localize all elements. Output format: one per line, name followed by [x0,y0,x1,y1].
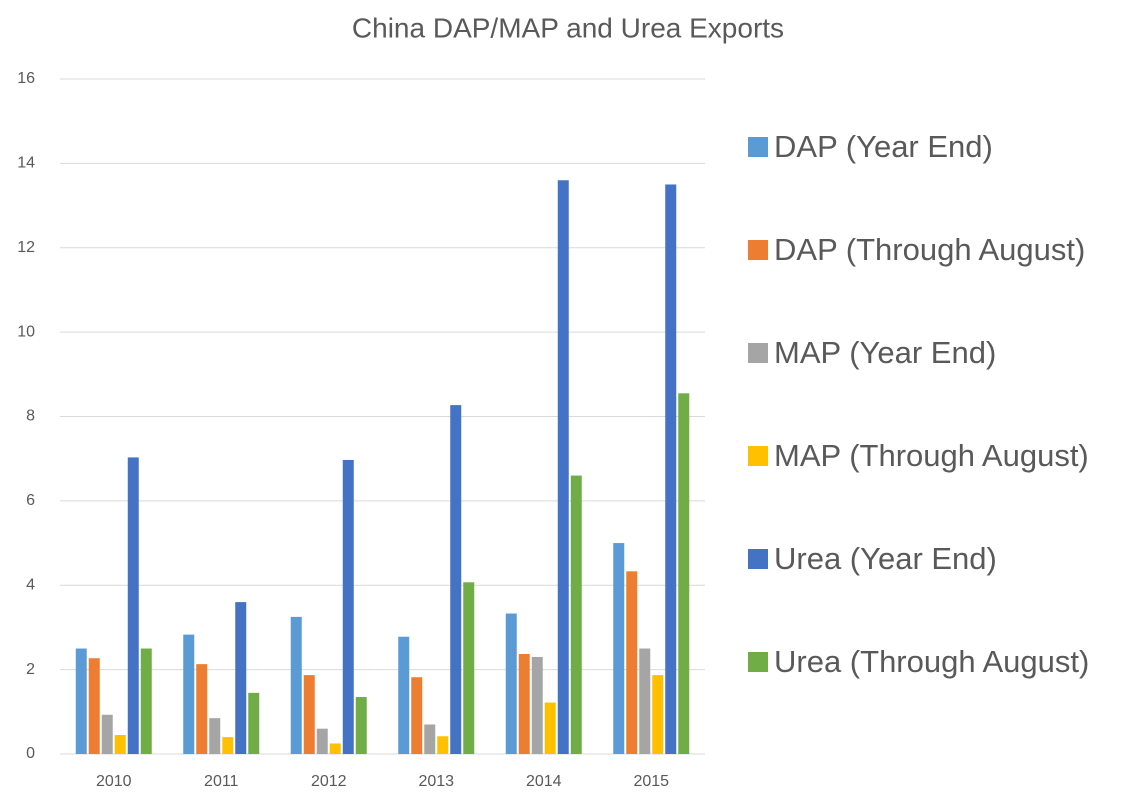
bar [290,616,302,754]
bar [140,648,152,754]
bar [531,656,543,754]
bar [303,675,315,754]
legend-label: MAP (Year End) [774,334,997,370]
legend-label: DAP (Year End) [774,128,993,164]
legend-label: Urea (Through August) [774,643,1090,679]
legend-item: MAP (Through August) [748,404,1120,507]
bar [88,658,100,754]
legend-swatch [748,548,768,569]
legend-item: Urea (Year End) [748,507,1120,610]
bar [411,677,423,754]
bar [626,571,638,754]
bar [652,675,664,754]
bar [114,735,126,754]
bar [570,475,582,754]
bar [398,636,410,754]
legend-swatch [748,342,768,363]
x-tick-label: 2013 [418,773,454,790]
bar [342,459,354,754]
legend-item: MAP (Year End) [748,301,1120,404]
bar [355,697,367,754]
bar [557,180,569,754]
legend-swatch [748,239,768,260]
legend-swatch [748,136,768,157]
bar [209,718,221,754]
legend-item: DAP (Year End) [748,95,1120,198]
bar [505,613,517,754]
legend-label: MAP (Through August) [774,437,1089,473]
y-tick-label: 8 [26,408,35,425]
x-tick-label: 2012 [311,773,347,790]
legend-swatch [748,651,768,672]
y-tick-label: 10 [17,323,35,340]
bar [424,724,436,754]
legend-item: Urea (Through August) [748,610,1120,713]
chart-title: China DAP/MAP and Urea Exports [352,12,784,43]
bar [248,692,260,754]
bar [329,743,341,754]
y-tick-label: 12 [17,239,35,256]
bar [613,543,625,754]
bar [127,457,139,754]
bar [222,737,234,754]
bar [665,184,677,754]
x-tick-label: 2010 [96,773,132,790]
y-tick-label: 16 [17,70,35,87]
y-tick-label: 6 [26,492,35,509]
bar [183,634,195,754]
legend-swatch [748,445,768,466]
y-tick-label: 14 [17,155,35,172]
y-tick-label: 0 [26,745,35,762]
bar [196,664,208,754]
bar [101,714,113,754]
x-tick-label: 2011 [204,773,239,790]
bar [463,582,475,754]
y-tick-label: 4 [26,576,35,593]
bar [518,654,530,754]
bar [450,405,462,754]
legend-label: DAP (Through August) [774,231,1086,267]
legend-item: DAP (Through August) [748,198,1120,301]
bar [235,602,247,754]
bar [678,393,690,754]
bar [639,648,651,754]
bar [75,648,87,754]
bar [437,736,449,754]
bar [544,702,556,754]
legend: DAP (Year End) DAP (Through August) MAP (Y… [748,95,1120,713]
legend-label: Urea (Year End) [774,540,997,576]
y-tick-label: 2 [26,661,35,678]
x-tick-label: 2015 [633,773,669,790]
x-tick-label: 2014 [526,773,562,790]
bar [316,728,328,754]
